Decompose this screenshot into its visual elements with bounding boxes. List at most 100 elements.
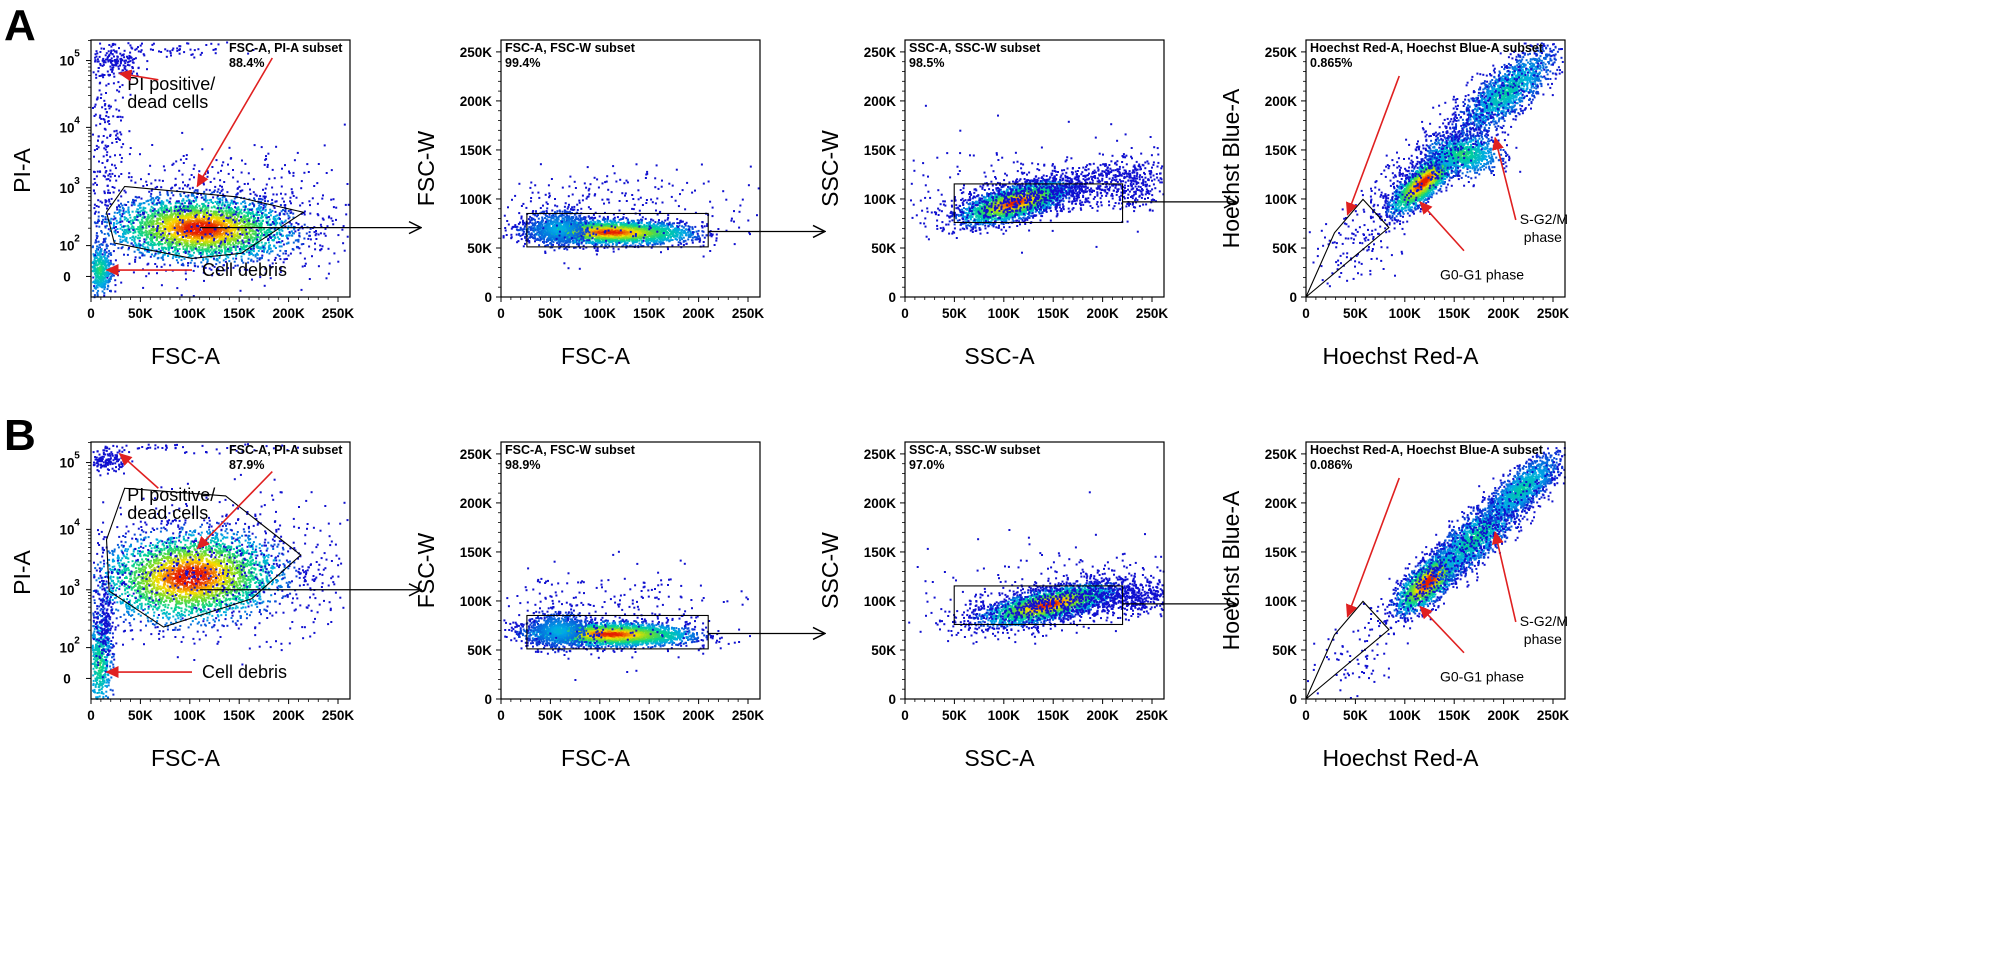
y-tick-label: 250K — [864, 447, 897, 462]
y-tick-label: 0 — [63, 269, 71, 284]
y-tick-label: 200K — [460, 496, 493, 511]
x-tick-label: 50K — [128, 306, 153, 321]
x-tick-label: 200K — [682, 708, 715, 723]
x-tick-label: 0 — [901, 708, 909, 723]
y-axis-label: FSC-W — [413, 131, 439, 207]
y-tick-label: 10 — [59, 522, 74, 537]
annotation-s-g2m-line1: S-G2/M — [1520, 211, 1568, 227]
x-tick-label: 0 — [497, 306, 505, 321]
y-tick-label: 0 — [484, 290, 492, 305]
y-tick-label: 0 — [888, 692, 896, 707]
x-tick-label: 250K — [1136, 708, 1169, 723]
gate-label: FSC-A, FSC-W subset — [505, 443, 636, 457]
x-tick-label: 100K — [174, 708, 207, 723]
y-axis-label: Hoechst Blue-A — [1218, 490, 1244, 650]
annotation-s-g2m-line2: phase — [1524, 229, 1562, 245]
x-tick-label: 200K — [272, 708, 305, 723]
x-tick-label: 250K — [732, 306, 765, 321]
x-tick-label: 150K — [633, 306, 666, 321]
y-tick-label: 50K — [467, 643, 492, 658]
y-tick-label: 50K — [871, 241, 896, 256]
y-tick-label: 250K — [1265, 447, 1298, 462]
x-axis-label: FSC-A — [561, 343, 631, 369]
x-tick-label: 100K — [174, 306, 207, 321]
x-tick-label: 200K — [1487, 708, 1520, 723]
x-tick-label: 0 — [497, 708, 505, 723]
x-tick-label: 250K — [322, 306, 355, 321]
gate-label: Hoechst Red-A, Hoechst Blue-A subset — [1310, 443, 1544, 457]
gate-label: SSC-A, SSC-W subset — [909, 41, 1041, 55]
scatter-points — [1309, 42, 1564, 287]
y-tick-label: 250K — [864, 45, 897, 60]
y-tick-label: 250K — [460, 447, 493, 462]
y-tick-label: 200K — [864, 496, 897, 511]
y-tick-label: 150K — [864, 143, 897, 158]
x-tick-label: 50K — [538, 708, 563, 723]
y-tick-label: 50K — [1272, 643, 1297, 658]
y-tick-exponent: 4 — [74, 115, 80, 126]
x-tick-label: 50K — [128, 708, 153, 723]
x-tick-label: 200K — [1487, 306, 1520, 321]
y-tick-label: 10 — [59, 120, 74, 135]
annotation-pi-positive-line1: PI positive/ — [127, 485, 215, 505]
plot-frame — [501, 40, 760, 297]
y-tick-label: 10 — [59, 181, 74, 196]
y-tick-label: 150K — [460, 545, 493, 560]
y-tick-exponent: 4 — [74, 517, 80, 528]
x-tick-label: 0 — [1302, 306, 1310, 321]
gate-label: FSC-A, PI-A subset — [229, 443, 343, 457]
x-tick-label: 0 — [1302, 708, 1310, 723]
y-axis-label: PI-A — [9, 549, 35, 594]
x-tick-label: 250K — [322, 708, 355, 723]
y-tick-label: 50K — [871, 643, 896, 658]
annotation-cell-debris: Cell debris — [202, 662, 287, 682]
y-tick-label: 50K — [1272, 241, 1297, 256]
annotation-pi-positive-line2: dead cells — [127, 92, 208, 112]
y-tick-exponent: 3 — [74, 176, 80, 187]
y-axis-label: SSC-W — [817, 532, 843, 609]
y-tick-exponent: 5 — [74, 49, 80, 60]
x-tick-label: 250K — [1537, 306, 1570, 321]
y-tick-label: 0 — [63, 671, 71, 686]
y-tick-label: 0 — [484, 692, 492, 707]
x-tick-label: 150K — [633, 708, 666, 723]
plot-frame — [905, 442, 1164, 699]
x-tick-label: 50K — [942, 708, 967, 723]
x-tick-label: 200K — [1086, 708, 1119, 723]
y-tick-label: 10 — [59, 54, 74, 69]
y-tick-label: 0 — [888, 290, 896, 305]
figure: A B FSC-A, PI-A subset 88.4% 0 50K 100K 150K 2… — [0, 0, 2000, 973]
gate-percent: 87.9% — [229, 458, 264, 472]
scatter-points — [503, 163, 760, 270]
y-tick-label: 10 — [59, 456, 74, 471]
annotation-pi-positive-line2: dead cells — [127, 503, 208, 523]
y-tick-label: 100K — [460, 594, 493, 609]
y-tick-label: 150K — [1265, 545, 1298, 560]
x-axis-label: Hoechst Red-A — [1323, 745, 1480, 771]
x-tick-label: 250K — [1136, 306, 1169, 321]
x-tick-label: 200K — [682, 306, 715, 321]
y-tick-label: 150K — [1265, 143, 1298, 158]
gate-percent: 98.9% — [505, 458, 540, 472]
arrow-g0g1 — [1420, 606, 1464, 652]
annotation-g0g1: G0-G1 phase — [1440, 267, 1524, 283]
annotation-s-g2m-line1: S-G2/M — [1520, 613, 1568, 629]
x-axis-label: FSC-A — [151, 745, 221, 771]
x-tick-label: 150K — [223, 708, 256, 723]
plot-frame — [501, 442, 760, 699]
scatter-points — [910, 105, 1164, 254]
scatter-points — [908, 491, 1164, 644]
x-axis-label: FSC-A — [151, 343, 221, 369]
x-axis-label: FSC-A — [561, 745, 631, 771]
x-tick-label: 100K — [988, 708, 1021, 723]
y-tick-label: 100K — [460, 192, 493, 207]
y-tick-label: 10 — [59, 239, 74, 254]
x-tick-label: 0 — [901, 306, 909, 321]
x-tick-label: 150K — [1438, 306, 1471, 321]
y-axis-label: SSC-W — [817, 130, 843, 207]
